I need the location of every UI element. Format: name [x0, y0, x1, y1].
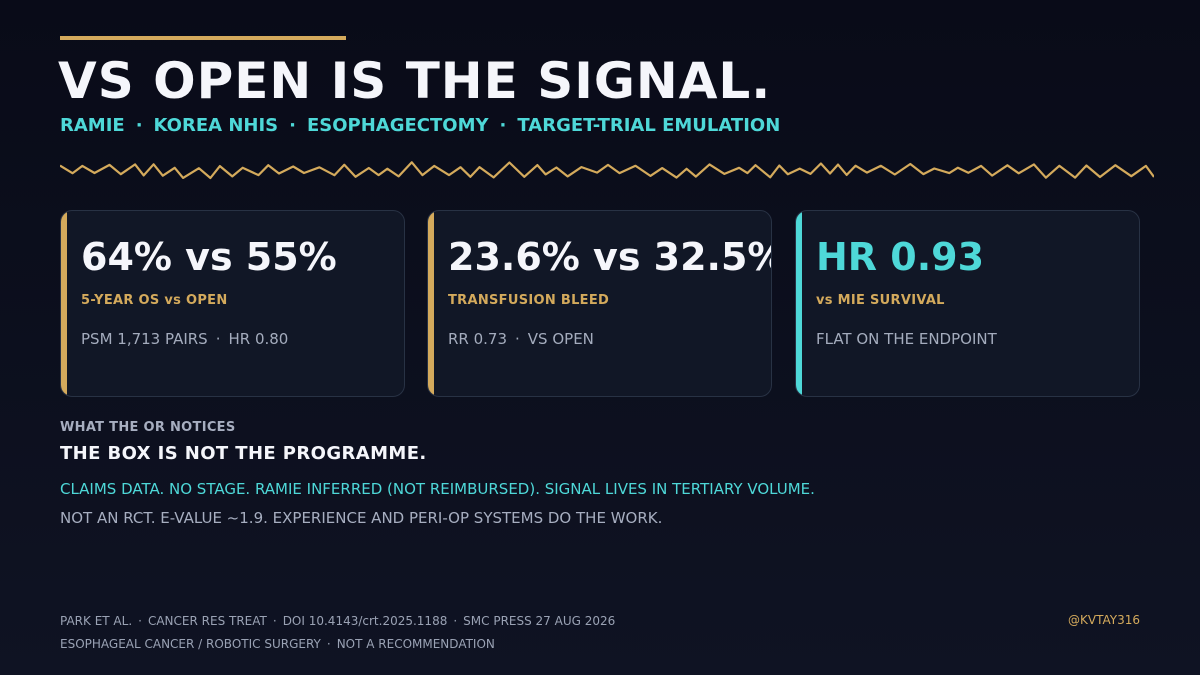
stat-detail-part: RR 0.73 [448, 330, 508, 348]
top-accent-rule [60, 36, 346, 40]
separator-dot: · [135, 115, 143, 136]
stat-detail: FLAT ON THE ENDPOINT [816, 330, 997, 348]
footer-citation: PARK ET AL. · CANCER RES TREAT · DOI 10.4143… [60, 614, 615, 628]
card-accent-bar [428, 211, 434, 396]
stat-value: 64% vs 55% [81, 235, 337, 279]
decorative-wave-line [60, 161, 1154, 180]
stat-detail-part: HR 0.80 [228, 330, 289, 348]
tag-item: ESOPHAGECTOMY [306, 115, 489, 136]
separator-dot: · [453, 614, 458, 628]
stat-label: vs MIE SURVIVAL [816, 293, 945, 308]
section-kicker: WHAT THE OR NOTICES [60, 420, 236, 435]
stat-detail: PSM 1,713 PAIRS · HR 0.80 [81, 330, 288, 348]
stat-card-transfusion: 23.6% vs 32.5% TRANSFUSION BLEED RR 0.73… [427, 210, 772, 397]
separator-dot: · [499, 115, 507, 136]
stat-label: 5-YEAR OS vs OPEN [81, 293, 228, 308]
stat-label: TRANSFUSION BLEED [448, 293, 610, 308]
stat-detail-part: FLAT ON THE ENDPOINT [816, 330, 997, 348]
separator-dot: · [515, 330, 520, 348]
tag-item: TARGET-TRIAL EMULATION [517, 115, 781, 136]
page-title: VS OPEN IS THE SIGNAL. [58, 52, 772, 110]
separator-dot: · [289, 115, 296, 136]
footer-part: DOI 10.4143/crt.2025.1188 [282, 614, 448, 628]
card-accent-bar [61, 211, 67, 396]
section-note-caveats: CLAIMS DATA. NO STAGE. RAMIE INFERRED (N… [60, 480, 815, 498]
section-note-limits: NOT AN RCT. E-VALUE ~1.9. EXPERIENCE AND… [60, 509, 663, 527]
stat-detail-part: VS OPEN [527, 330, 594, 348]
footer-part: ESOPHAGEAL CANCER / ROBOTIC SURGERY [60, 637, 321, 651]
stat-value: HR 0.93 [816, 235, 985, 279]
footer-part: PARK ET AL. [60, 614, 133, 628]
stat-detail-part: PSM 1,713 PAIRS [81, 330, 208, 348]
stat-value: 23.6% vs 32.5% [448, 235, 772, 279]
footer-part: CANCER RES TREAT [147, 614, 267, 628]
author-handle: @KVTAY316 [1068, 613, 1140, 627]
stat-detail: RR 0.73 · VS OPEN [448, 330, 594, 348]
tag-line: RAMIE · KOREA NHIS · ESOPHAGECTOMY · TARGET-TR… [60, 115, 780, 136]
footer-topic: ESOPHAGEAL CANCER / ROBOTIC SURGERY · NOT … [60, 637, 495, 651]
stat-card-hazard-ratio: HR 0.93 vs MIE SURVIVAL FLAT ON THE ENDP… [795, 210, 1140, 397]
separator-dot: · [272, 614, 277, 628]
separator-dot: · [138, 614, 142, 628]
separator-dot: · [326, 637, 331, 651]
section-headline: THE BOX IS NOT THE PROGRAMME. [60, 443, 427, 464]
tag-item: RAMIE [60, 115, 125, 136]
stat-card-overall-survival: 64% vs 55% 5-YEAR OS vs OPEN PSM 1,713 P… [60, 210, 405, 397]
card-accent-bar [796, 211, 802, 396]
tag-item: KOREA NHIS [153, 115, 279, 136]
footer-part: SMC PRESS 27 AUG 2026 [463, 614, 616, 628]
separator-dot: · [215, 330, 221, 348]
footer-part: NOT A RECOMMENDATION [336, 637, 495, 651]
